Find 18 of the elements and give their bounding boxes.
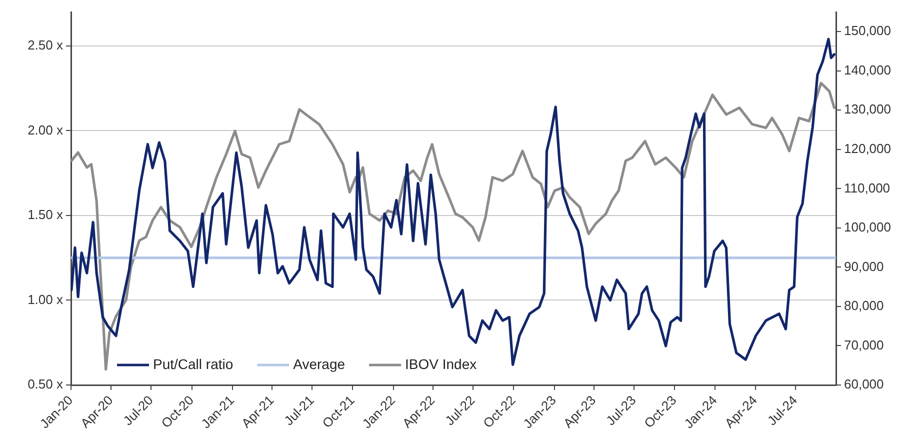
y2-tick-label: 150,000 (844, 23, 891, 38)
legend-label: Put/Call ratio (153, 356, 234, 372)
y2-tick-label: 60,000 (844, 376, 884, 392)
legend-label: IBOV Index (405, 356, 477, 372)
y-tick-label: 1.50 x (28, 207, 64, 222)
y2-tick-label: 140,000 (844, 62, 891, 78)
y-tick-label: 2.50 x (28, 37, 64, 52)
y2-tick-label: 110,000 (844, 180, 890, 196)
y2-tick-label: 90,000 (844, 258, 884, 274)
y-tick-label: 0.50 x (28, 376, 64, 392)
y-tick-label: 1.00 x (28, 292, 64, 307)
y2-tick-label: 130,000 (844, 102, 891, 117)
y-tick-label: 2.00 x (28, 122, 64, 138)
y2-tick-label: 120,000 (844, 141, 891, 156)
y2-tick-label: 70,000 (844, 337, 884, 352)
legend-label: Average (293, 356, 346, 372)
y2-tick-label: 100,000 (844, 220, 891, 235)
y2-tick-label: 80,000 (844, 298, 884, 314)
